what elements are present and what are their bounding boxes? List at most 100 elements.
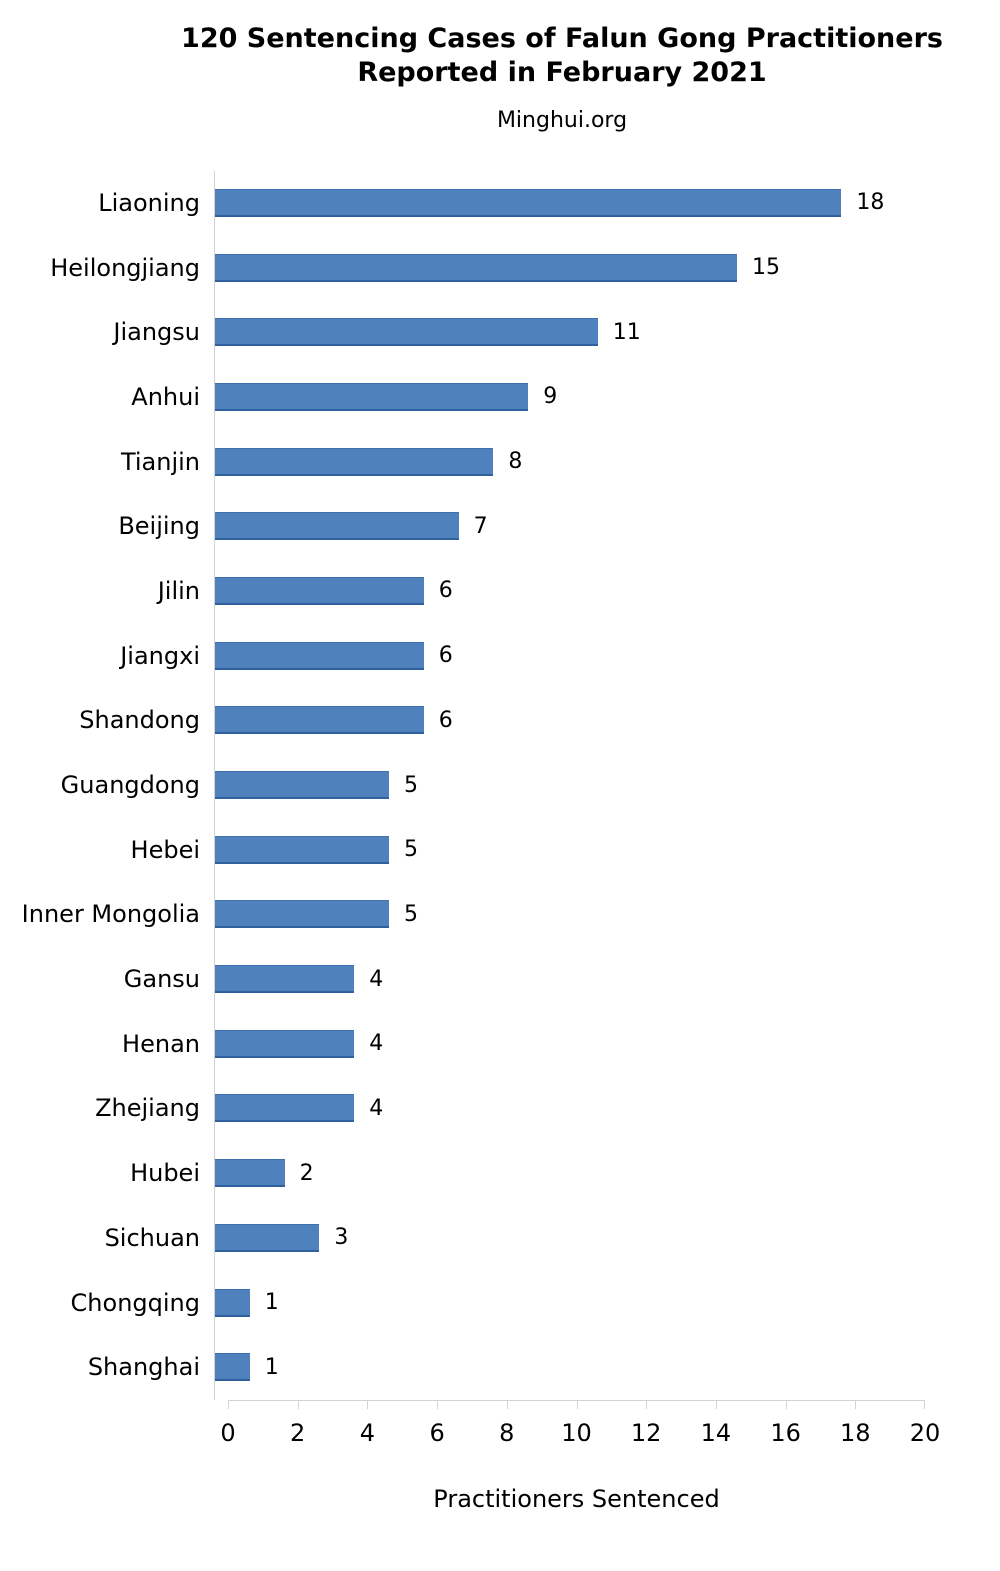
category-label: Liaoning xyxy=(98,188,200,217)
bar xyxy=(215,447,494,476)
chart-row: Guangdong 5 xyxy=(0,752,1000,818)
bar xyxy=(215,771,389,800)
x-tick-mark xyxy=(855,1400,857,1409)
value-label: 15 xyxy=(752,255,780,281)
bar xyxy=(215,512,459,541)
chart-rows: Liaoning 18 Heilongjiang 15 Jiangsu 11 A… xyxy=(0,170,1000,1400)
x-tick-label: 10 xyxy=(561,1418,592,1447)
category-label: Anhui xyxy=(131,382,200,411)
category-label: Gansu xyxy=(123,965,200,994)
bar-track: 3 xyxy=(214,1205,911,1271)
bar-track: 5 xyxy=(214,882,911,947)
bar xyxy=(215,1094,355,1123)
x-tick-mark xyxy=(646,1400,648,1409)
bar xyxy=(215,1353,250,1382)
bar xyxy=(215,188,842,217)
bar-track: 18 xyxy=(214,170,911,236)
chart-row: Jiangxi 6 xyxy=(0,623,1000,688)
x-tick-mark xyxy=(506,1400,508,1409)
chart-title-line1: 120 Sentencing Cases of Falun Gong Pract… xyxy=(181,23,943,54)
x-tick-label: 14 xyxy=(700,1418,732,1447)
bar xyxy=(215,641,424,670)
value-label: 6 xyxy=(438,707,453,733)
value-label: 11 xyxy=(612,319,641,345)
x-tick-label: 20 xyxy=(909,1418,941,1447)
category-label: Heilongjiang xyxy=(50,253,200,282)
category-label: Shandong xyxy=(79,706,200,735)
value-label: 8 xyxy=(508,449,523,475)
bar-track: 1 xyxy=(214,1270,911,1335)
value-label: 1 xyxy=(264,1290,279,1316)
bar-track: 7 xyxy=(214,493,911,559)
chart-row: Inner Mongolia 5 xyxy=(0,882,1000,947)
category-label: Jilin xyxy=(157,576,200,605)
category-label: Guangdong xyxy=(60,771,200,800)
chart-row: Heilongjiang 15 xyxy=(0,235,1000,300)
x-tick-mark xyxy=(297,1400,299,1409)
bar xyxy=(215,253,737,282)
category-label: Shanghai xyxy=(87,1353,200,1382)
x-tick-mark xyxy=(785,1400,787,1409)
value-label: 5 xyxy=(404,901,418,927)
chart-row: Anhui 9 xyxy=(0,364,1000,430)
bar-track: 4 xyxy=(214,1011,911,1077)
x-tick-mark xyxy=(924,1400,925,1409)
category-label: Jiangxi xyxy=(120,641,200,670)
chart-row: Hubei 2 xyxy=(0,1140,1000,1206)
category-label: Hubei xyxy=(130,1159,200,1188)
bar xyxy=(215,1159,285,1188)
chart-row: Shanghai 1 xyxy=(0,1334,1000,1400)
chart-row: Henan 4 xyxy=(0,1011,1000,1077)
category-label: Beijing xyxy=(118,512,200,541)
value-label: 6 xyxy=(438,578,453,604)
bar xyxy=(215,706,424,735)
chart-row: Sichuan 3 xyxy=(0,1205,1000,1271)
x-tick-mark xyxy=(228,1400,229,1409)
x-tick-label: 16 xyxy=(770,1418,801,1447)
bar xyxy=(215,900,389,929)
bar-track: 9 xyxy=(214,364,911,430)
bar-track: 15 xyxy=(214,235,911,300)
bar xyxy=(215,576,424,605)
bar-chart-figure: 120 Sentencing Cases of Falun Gong Pract… xyxy=(0,22,1000,1571)
x-tick-mark xyxy=(715,1400,717,1409)
bar xyxy=(215,1223,320,1252)
x-tick-label: 4 xyxy=(359,1418,376,1447)
value-label: 9 xyxy=(543,384,558,410)
bar-track: 4 xyxy=(214,1076,911,1141)
chart-row: Jiangsu 11 xyxy=(0,299,1000,365)
bar-track: 5 xyxy=(214,817,911,883)
chart-header: 120 Sentencing Cases of Falun Gong Pract… xyxy=(124,22,1000,133)
category-label: Jiangsu xyxy=(113,318,200,347)
category-label: Sichuan xyxy=(104,1223,200,1252)
x-tick-label: 12 xyxy=(630,1418,662,1447)
category-label: Hebei xyxy=(130,835,200,864)
bar-track: 2 xyxy=(214,1140,911,1206)
x-axis-title: Practitioners Sentenced xyxy=(433,1484,720,1513)
value-label: 5 xyxy=(404,837,418,863)
value-label: 18 xyxy=(856,190,885,216)
bar xyxy=(215,965,355,994)
chart-row: Tianjin 8 xyxy=(0,429,1000,494)
category-label: Inner Mongolia xyxy=(21,900,200,929)
x-tick-label: 18 xyxy=(840,1418,871,1447)
bar xyxy=(215,318,598,347)
x-tick-label: 8 xyxy=(499,1418,515,1447)
bar-track: 6 xyxy=(214,688,911,753)
chart-row: Hebei 5 xyxy=(0,817,1000,883)
category-label: Tianjin xyxy=(120,447,200,476)
x-axis-tick-labels: 0 2 4 6 8 10 12 14 16 18 20 xyxy=(220,1409,940,1447)
bar-track: 1 xyxy=(214,1334,911,1400)
value-label: 5 xyxy=(404,772,418,798)
x-tick-label: 2 xyxy=(290,1418,306,1447)
bar xyxy=(215,835,389,864)
chart-row: Gansu 4 xyxy=(0,946,1000,1012)
bar-track: 11 xyxy=(214,299,911,365)
value-label: 4 xyxy=(369,1031,384,1057)
value-label: 4 xyxy=(369,1095,384,1121)
chart-row: Zhejiang 4 xyxy=(0,1076,1000,1141)
chart-row: Beijing 7 xyxy=(0,493,1000,559)
bar xyxy=(215,382,529,411)
bar-track: 8 xyxy=(214,429,911,494)
bar-track: 6 xyxy=(214,558,911,624)
